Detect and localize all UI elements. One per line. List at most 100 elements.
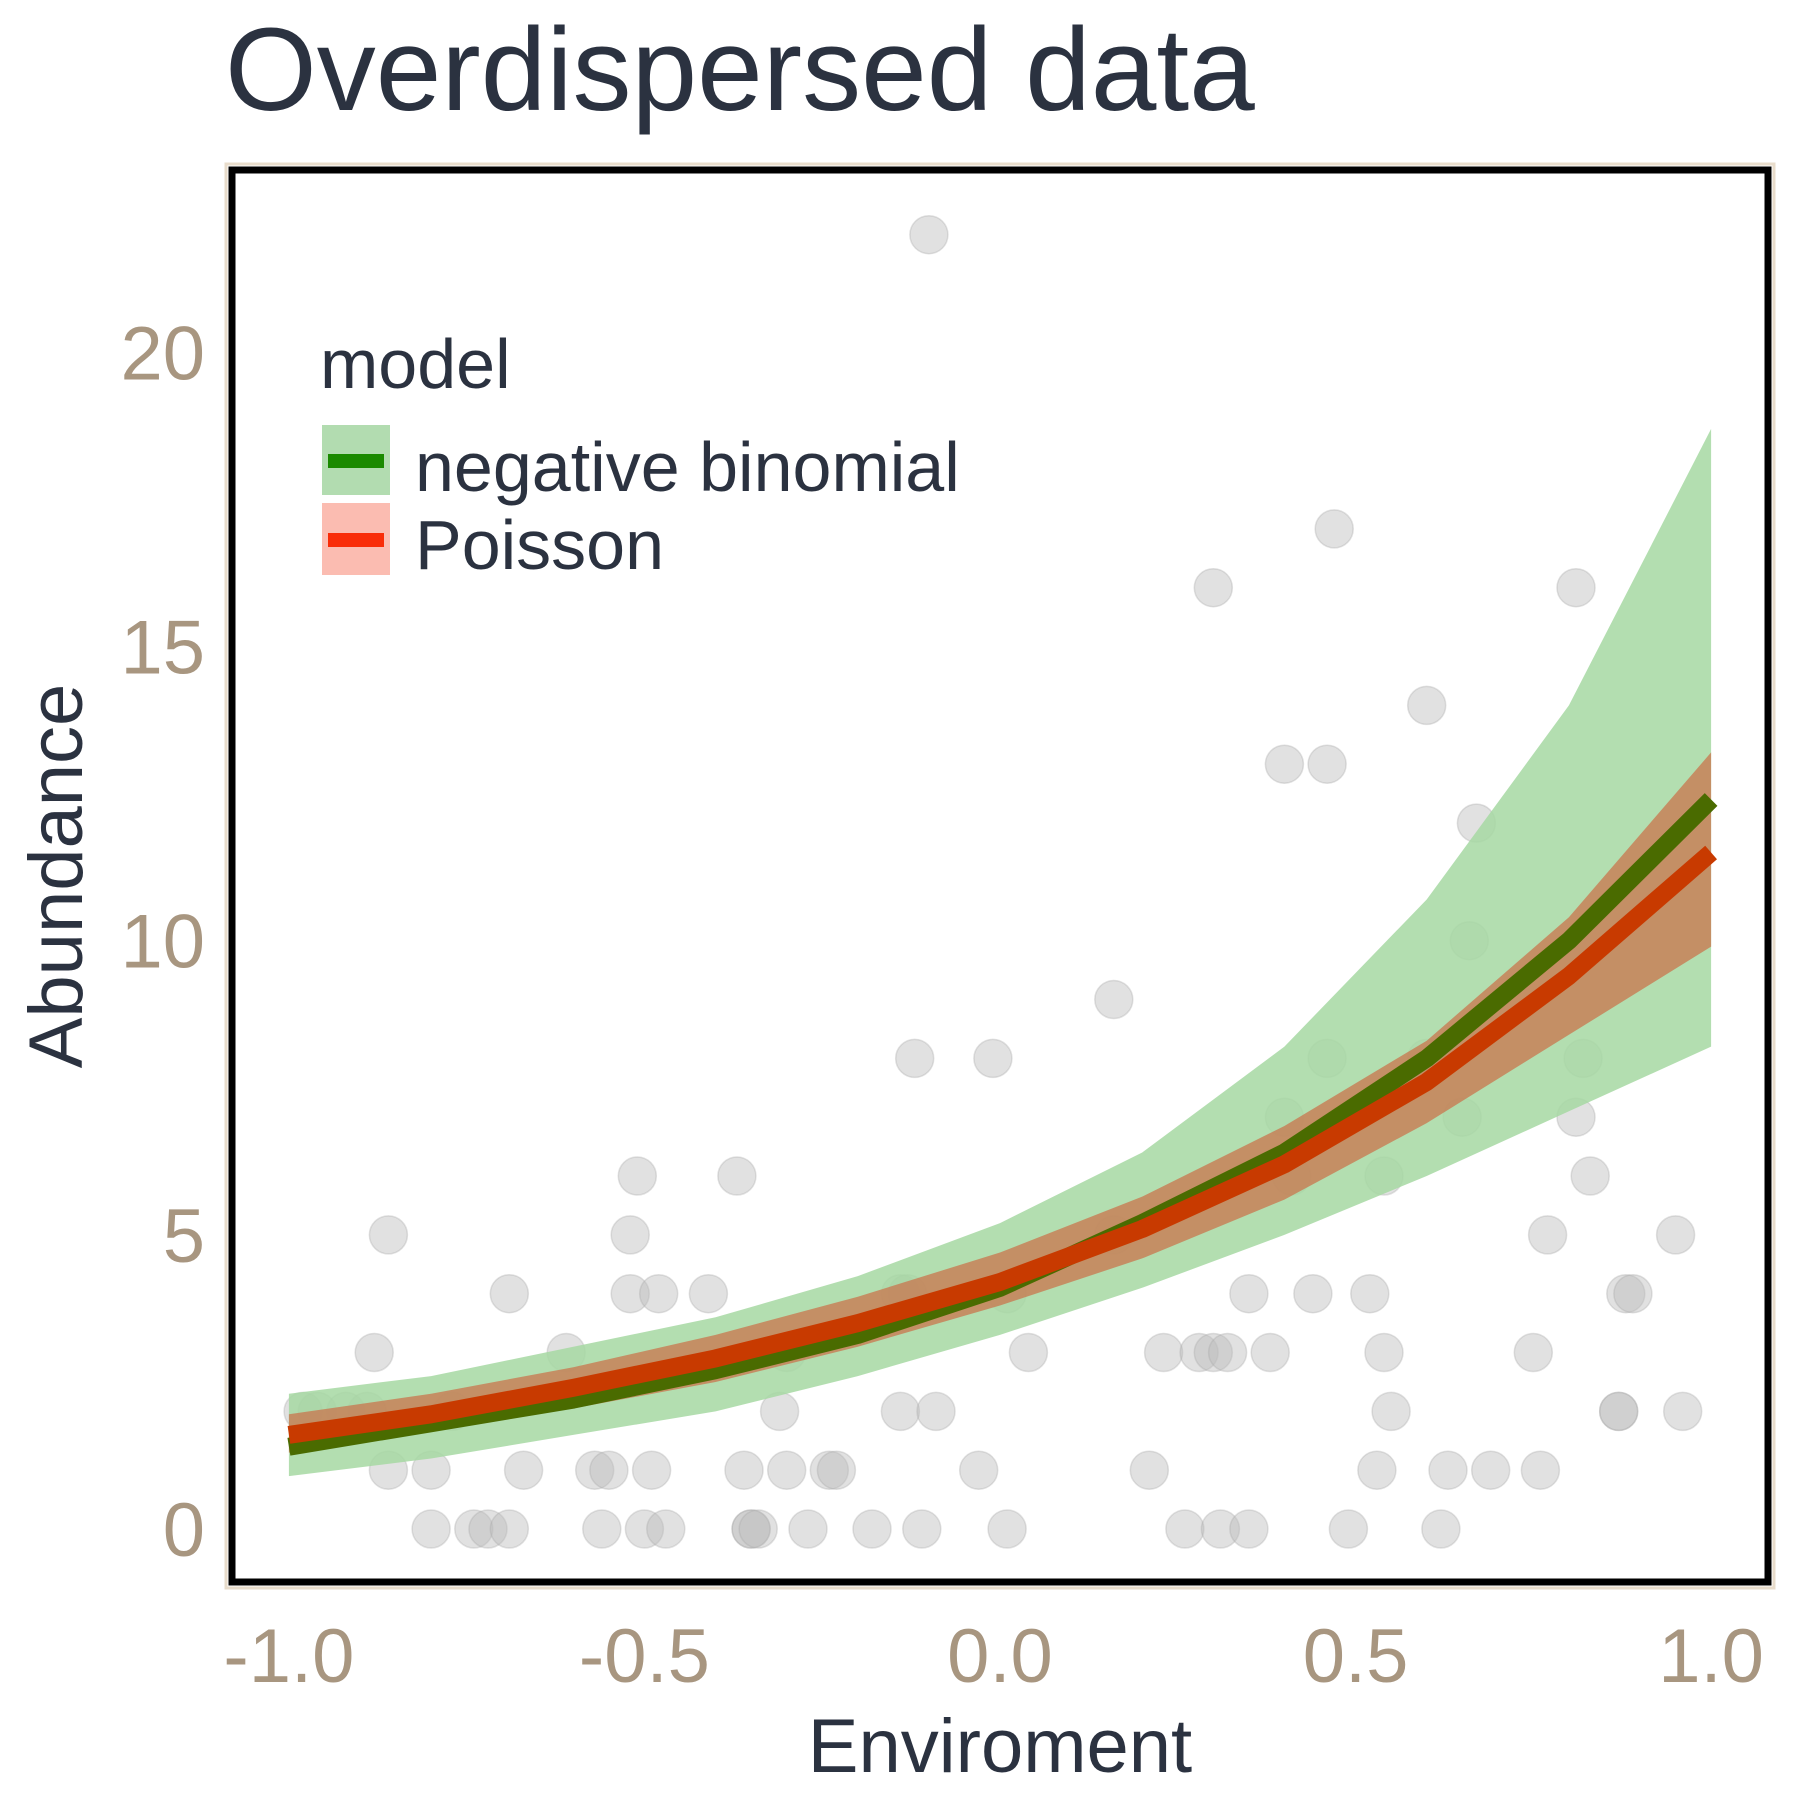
data-point — [1520, 1450, 1561, 1490]
data-point — [1357, 1450, 1397, 1490]
data-point — [1527, 1215, 1568, 1255]
data-point — [1179, 1332, 1219, 1373]
data-point — [1428, 1450, 1468, 1490]
data-point — [1406, 685, 1447, 726]
data-point — [731, 1509, 771, 1549]
data-point — [1570, 1156, 1610, 1196]
data-point — [1314, 509, 1354, 549]
data-point — [973, 1038, 1013, 1079]
data-point — [1250, 1332, 1290, 1373]
data-point — [909, 214, 949, 255]
data-point — [852, 1509, 892, 1549]
data-point — [1662, 1391, 1703, 1432]
data-point — [809, 1450, 850, 1490]
data-point — [1264, 744, 1305, 784]
data-point — [574, 1450, 615, 1490]
data-point — [1421, 1509, 1461, 1549]
legend-item-negative-binomial: negative binomial — [322, 425, 960, 506]
data-point — [1513, 1332, 1554, 1373]
data-point — [788, 1509, 828, 1549]
fit-lines — [287, 793, 1718, 1456]
y-tick-label: 20 — [120, 311, 205, 396]
data-point — [766, 1450, 807, 1490]
x-tick-label: 0.5 — [1303, 1614, 1409, 1699]
data-point — [489, 1509, 530, 1549]
data-point — [1129, 1450, 1170, 1490]
data-point — [731, 1509, 771, 1549]
data-point — [1350, 1273, 1390, 1314]
x-tick-label: -0.5 — [579, 1614, 710, 1699]
data-point — [1143, 1332, 1184, 1373]
data-point — [1165, 1509, 1205, 1549]
data-point — [1598, 1391, 1639, 1432]
plot-outer-border — [224, 162, 1776, 1590]
data-point — [880, 1391, 921, 1432]
data-point — [368, 1215, 409, 1255]
y-tick-label: 0 — [163, 1488, 205, 1573]
legend-key-line — [328, 533, 384, 547]
data-point — [1655, 1215, 1696, 1255]
data-point — [916, 1391, 956, 1432]
data-point — [638, 1273, 679, 1314]
data-point — [1229, 1509, 1269, 1549]
data-point — [1606, 1273, 1646, 1314]
data-point — [1207, 1332, 1248, 1373]
data-point — [738, 1509, 778, 1549]
data-point — [503, 1450, 544, 1490]
data-point — [894, 1038, 935, 1079]
data-point — [489, 1273, 530, 1314]
data-point — [646, 1509, 686, 1549]
data-point — [631, 1450, 672, 1490]
y-tick-label: 15 — [120, 606, 205, 691]
data-point — [1293, 1273, 1333, 1314]
data-point — [1371, 1391, 1411, 1432]
data-point — [617, 1156, 658, 1196]
y-axis-ticks: 0 5 10 15 20 — [120, 311, 205, 1573]
data-point — [958, 1450, 999, 1490]
legend-title: model — [320, 325, 511, 403]
data-point — [902, 1509, 942, 1549]
plot-panel-border — [228, 166, 1772, 1586]
data-point — [1364, 1332, 1404, 1373]
chart-title: Overdispersed data — [225, 4, 1255, 136]
legend: model negative binomial Poisson — [320, 325, 960, 584]
data-point — [987, 1509, 1027, 1549]
confidence-band — [288, 428, 1712, 1477]
data-point — [454, 1509, 494, 1549]
y-axis-label: Abundance — [14, 684, 99, 1069]
data-point — [1598, 1391, 1639, 1432]
data-point — [1556, 567, 1596, 608]
series-line — [287, 845, 1718, 1444]
x-tick-label: -1.0 — [223, 1614, 354, 1699]
data-point — [1229, 1273, 1269, 1314]
x-axis-ticks: -1.0 -0.5 0.0 0.5 1.0 — [223, 1614, 1764, 1699]
data-point — [1200, 1509, 1241, 1549]
data-point — [1008, 1332, 1049, 1373]
data-point — [468, 1509, 508, 1549]
x-axis-label: Enviroment — [808, 1704, 1192, 1789]
data-point — [1470, 1450, 1511, 1490]
data-point — [688, 1273, 729, 1314]
y-tick-label: 5 — [163, 1194, 205, 1279]
data-point — [717, 1156, 757, 1196]
data-point — [610, 1273, 650, 1314]
data-point — [624, 1509, 665, 1549]
data-point — [610, 1215, 650, 1255]
legend-item-poisson: Poisson — [322, 503, 664, 584]
legend-key-line — [328, 454, 384, 468]
confidence-band — [288, 752, 1712, 1453]
data-point — [1094, 979, 1134, 1020]
data-point — [1193, 1332, 1234, 1373]
data-point — [1193, 567, 1234, 608]
data-point — [1328, 1509, 1369, 1549]
data-point — [1613, 1273, 1653, 1314]
data-point — [582, 1509, 622, 1549]
data-point — [1307, 744, 1347, 784]
data-point — [589, 1450, 629, 1490]
x-tick-label: 1.0 — [1658, 1614, 1764, 1699]
data-point — [724, 1450, 764, 1490]
x-tick-label: 0.0 — [947, 1614, 1053, 1699]
legend-label: Poisson — [415, 506, 664, 584]
data-point — [411, 1509, 451, 1549]
